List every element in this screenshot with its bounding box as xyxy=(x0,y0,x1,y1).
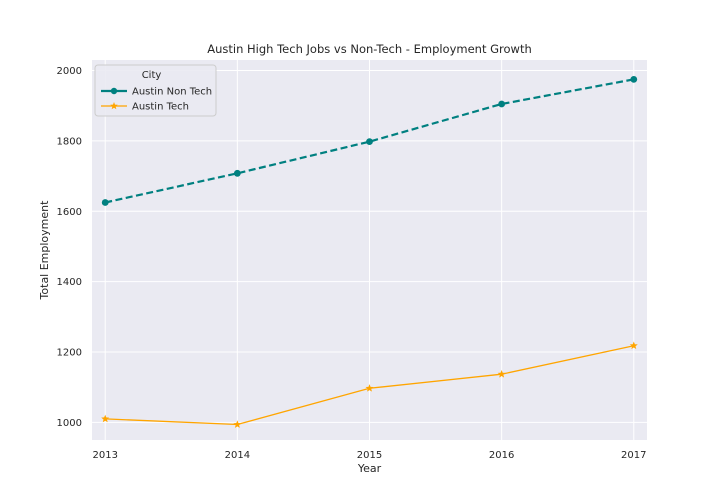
data-point xyxy=(233,420,242,428)
y-tick-label: 1800 xyxy=(57,136,82,147)
legend-marker xyxy=(110,102,118,110)
legend-marker xyxy=(110,87,118,95)
x-tick-label: 2015 xyxy=(357,450,382,461)
data-point xyxy=(629,341,638,350)
y-tick-label: 2000 xyxy=(57,66,82,77)
data-point xyxy=(366,138,373,146)
data-point xyxy=(497,370,506,378)
x-axis-label: Year xyxy=(357,462,382,475)
legend: City Austin Non Tech Austin Tech xyxy=(94,64,217,117)
chart-title: Austin High Tech Jobs vs Non-Tech - Empl… xyxy=(207,42,532,56)
data-point xyxy=(233,169,241,177)
data-point xyxy=(101,414,110,423)
series-layer xyxy=(101,75,638,428)
legend-entry-label: Austin Tech xyxy=(132,102,189,113)
x-tick-label: 2016 xyxy=(489,450,514,461)
legend-entry-label: Austin Non Tech xyxy=(132,87,212,98)
data-point xyxy=(498,100,506,108)
y-tick-label: 1400 xyxy=(57,277,82,288)
y-axis-label: Total Employment xyxy=(38,200,51,301)
data-point xyxy=(365,384,374,392)
x-axis: 2013 2014 2015 2016 2017 xyxy=(92,450,646,461)
legend-title: City xyxy=(142,70,162,81)
data-point xyxy=(101,199,109,206)
legend-box xyxy=(94,64,217,117)
x-tick-label: 2017 xyxy=(621,450,646,461)
x-tick-label: 2014 xyxy=(225,450,250,461)
y-axis: 1000 1200 1400 1600 1800 2000 xyxy=(57,66,82,429)
y-tick-label: 1200 xyxy=(57,348,82,359)
series-line-0 xyxy=(104,78,634,204)
x-tick-label: 2013 xyxy=(92,450,117,461)
y-tick-label: 1600 xyxy=(57,207,82,218)
y-tick-label: 1000 xyxy=(57,418,82,429)
data-point xyxy=(630,75,638,83)
